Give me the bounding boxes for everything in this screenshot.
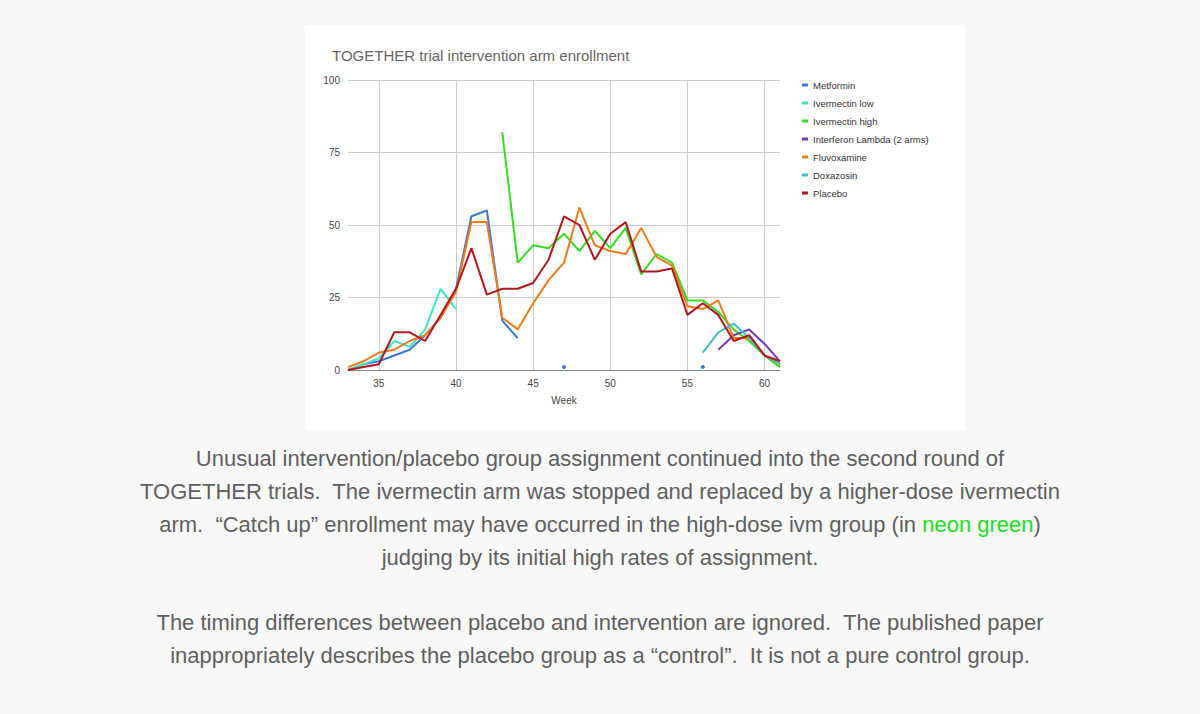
svg-text:Doxazosin: Doxazosin	[813, 170, 857, 181]
svg-text:50: 50	[329, 220, 341, 231]
svg-text:55: 55	[682, 378, 694, 389]
svg-text:45: 45	[528, 378, 540, 389]
svg-text:Ivermectin low: Ivermectin low	[813, 98, 874, 109]
svg-text:40: 40	[450, 378, 462, 389]
svg-text:35: 35	[373, 378, 385, 389]
svg-text:Fluvoxamine: Fluvoxamine	[813, 152, 867, 163]
html-text:inappropriately describes the: inappropriately describes the placebo gr…	[170, 643, 1030, 668]
html-text:Unusual intervention/placebo g: Unusual intervention/placebo group assig…	[195, 446, 1005, 471]
svg-text:Ivermectin high: Ivermectin high	[813, 116, 877, 127]
svg-text:50: 50	[605, 378, 617, 389]
svg-text:Interferon Lambda (2 arms): Interferon Lambda (2 arms)	[813, 134, 929, 145]
svg-text:60: 60	[759, 378, 771, 389]
svg-text:25: 25	[329, 292, 341, 303]
html-text:The timing differences between: The timing differences between placebo a…	[156, 610, 1044, 635]
svg-text:Week: Week	[551, 395, 577, 406]
svg-text:Placebo: Placebo	[813, 188, 847, 199]
html-text:arm. “Catch up” enrollment may: arm. “Catch up” enrollment may have occu…	[159, 512, 1041, 537]
svg-text:Metformin: Metformin	[813, 80, 855, 91]
svg-text:TOGETHER trial intervention ar: TOGETHER trial intervention arm enrollme…	[332, 47, 630, 64]
svg-text:75: 75	[329, 147, 341, 158]
html-text:judging by its initial high ra: judging by its initial high rates of ass…	[381, 545, 819, 570]
svg-text:0: 0	[334, 365, 340, 376]
html-text:TOGETHER trials. The ivermecti: TOGETHER trials. The ivermectin arm was …	[140, 479, 1060, 504]
svg-text:100: 100	[323, 75, 340, 86]
